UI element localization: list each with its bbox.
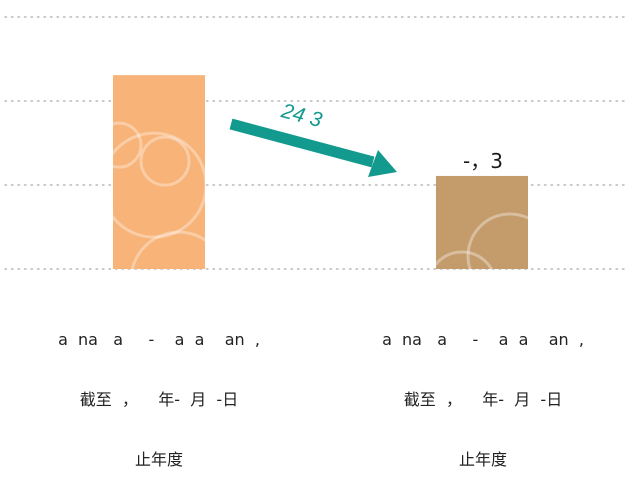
trend-arrow: 24 3 — [229, 99, 397, 177]
category-label-1: a na a - a a an , 截至 ， 年- 月 -日 止年度 — [58, 330, 260, 469]
bar-2 — [436, 175, 528, 269]
gridlines — [4, 16, 629, 270]
bar-chart: -，3 24 3 — [4, 16, 629, 270]
category-label-2: a na a - a a an , 截至 ， 年- 月 -日 止年度 — [382, 330, 584, 469]
bar-decoration — [113, 121, 205, 270]
value-labels: -，3 — [463, 149, 503, 173]
value-label-2: -，3 — [463, 149, 503, 173]
bar-1 — [113, 75, 205, 270]
arrow-shaft — [229, 118, 375, 168]
bars — [113, 75, 528, 270]
arrow-label: 24 3 — [278, 99, 325, 132]
arrow-head — [368, 150, 397, 177]
bar-decoration — [436, 212, 528, 269]
